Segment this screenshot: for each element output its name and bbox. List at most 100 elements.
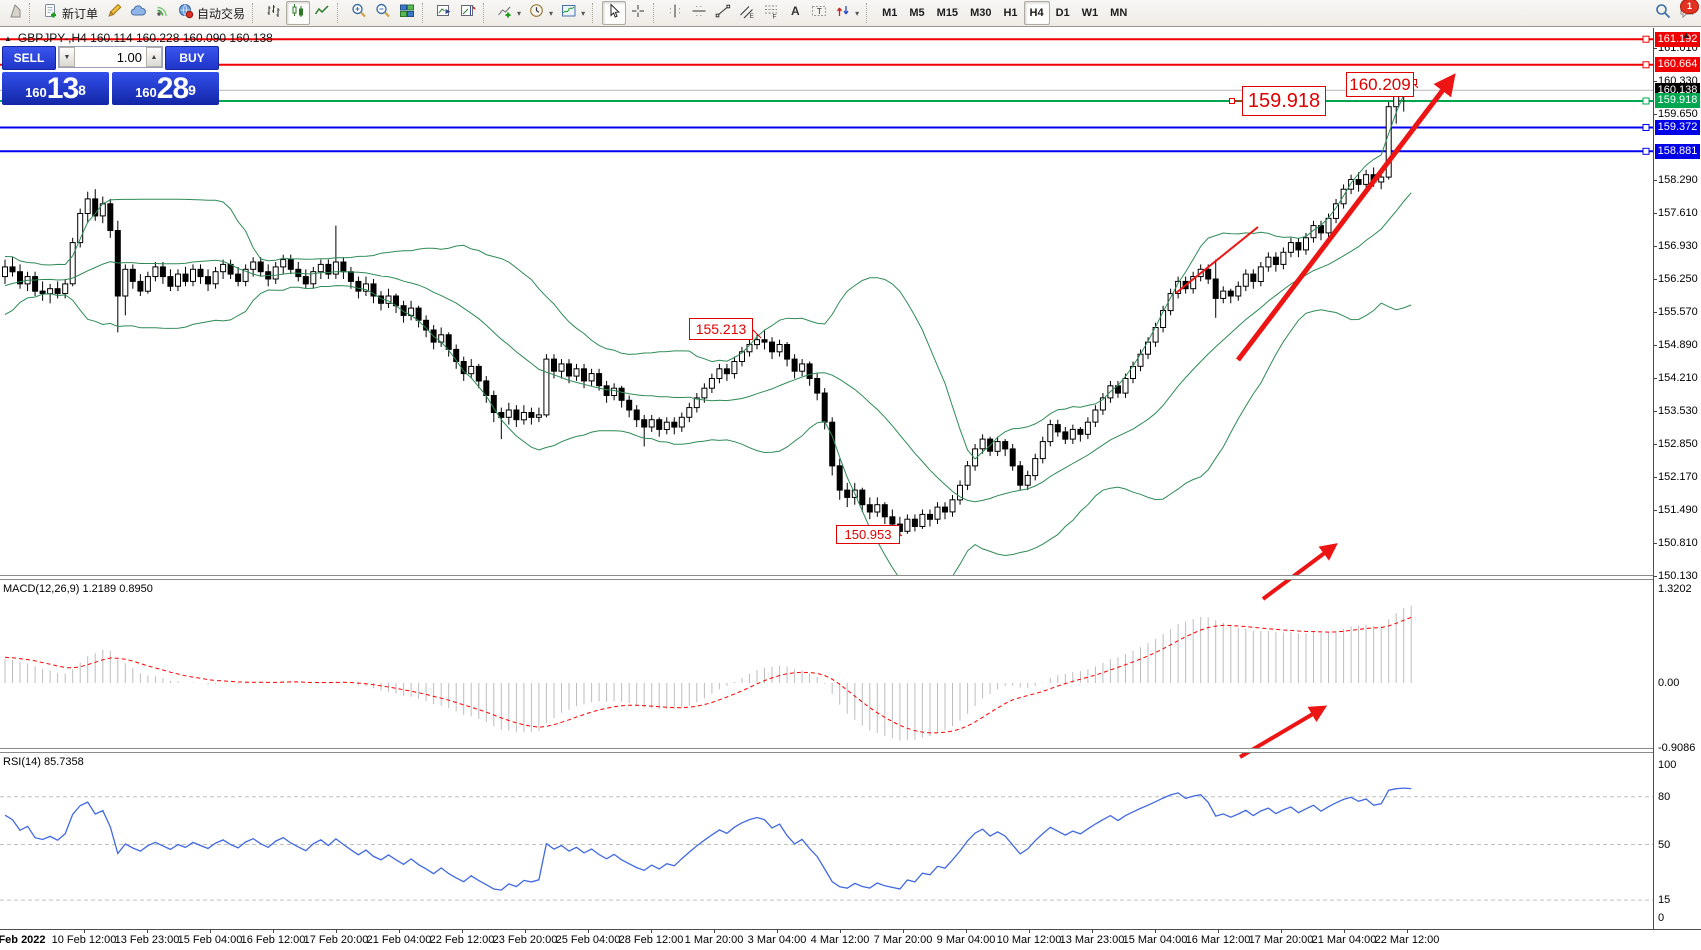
level-line-handle[interactable] bbox=[1642, 147, 1650, 155]
rsi-axis-label: 15 bbox=[1658, 894, 1671, 907]
zoom-in-button[interactable] bbox=[347, 1, 371, 25]
macd-axis-label: -0.9086 bbox=[1658, 741, 1696, 754]
signals-button[interactable] bbox=[150, 1, 174, 25]
line-chart-button[interactable] bbox=[310, 1, 334, 25]
cursor-button[interactable] bbox=[602, 1, 627, 25]
fibonacci-button[interactable]: F bbox=[759, 1, 783, 25]
rsi-axis-label: 50 bbox=[1658, 838, 1671, 851]
drawn-objects bbox=[750, 73, 1456, 759]
periods-button-dropdown-icon[interactable]: ▾ bbox=[549, 8, 554, 18]
timeframe-w1[interactable]: W1 bbox=[1076, 1, 1105, 25]
chart-corner-icon[interactable]: ▲ bbox=[1682, 30, 1691, 40]
timeframe-h4[interactable]: H4 bbox=[1023, 1, 1050, 25]
chart-title-text: GBPJPY-,H4 160.114 160.228 160.090 160.1… bbox=[17, 31, 273, 45]
price-tick-label: 152.850 bbox=[1658, 438, 1698, 450]
indicators-button[interactable]: ▾ bbox=[493, 1, 525, 25]
level-line-handle[interactable] bbox=[1642, 124, 1650, 131]
pane-separator-macd[interactable] bbox=[0, 575, 1701, 580]
sell-price-tile[interactable]: 160 13 8 bbox=[2, 72, 109, 105]
level-line-handle[interactable] bbox=[1642, 35, 1650, 43]
timeframe-m15[interactable]: M15 bbox=[931, 1, 964, 25]
templates-button-dropdown-icon[interactable]: ▾ bbox=[581, 8, 586, 18]
new-order-button[interactable]: 新订单 bbox=[39, 1, 102, 25]
price-callout-150.953[interactable]: 150.953 bbox=[836, 525, 900, 544]
tile-windows-button[interactable] bbox=[395, 1, 419, 25]
trend-arrow[interactable] bbox=[1261, 543, 1338, 601]
macd-axis-label: 1.3202 bbox=[1658, 583, 1692, 595]
price-tick-mark bbox=[1653, 443, 1657, 445]
price-tick-label: 156.930 bbox=[1658, 240, 1698, 252]
text-button[interactable]: A bbox=[783, 1, 807, 25]
indicators-icon bbox=[497, 3, 513, 24]
time-tick-label: 22 Feb 12:00 bbox=[429, 934, 495, 946]
clipped-toolbar-button[interactable] bbox=[2, 1, 26, 25]
price-callout-155.213[interactable]: 155.213 bbox=[689, 318, 753, 340]
periods-button[interactable]: ▾ bbox=[525, 1, 557, 25]
auto-scroll-button[interactable] bbox=[432, 1, 456, 25]
arrows-button[interactable]: ▾ bbox=[831, 1, 863, 25]
volume-decrease-button[interactable]: ▼ bbox=[59, 47, 75, 67]
callout-handle[interactable] bbox=[1229, 98, 1235, 104]
search-button[interactable] bbox=[1651, 1, 1675, 25]
pane-separator-rsi[interactable] bbox=[0, 748, 1701, 753]
price-axis[interactable]: 161.010 160.330 159.650 158.290 157.610 156.9… bbox=[1653, 28, 1701, 930]
price-callout-160.209[interactable]: 160.209 bbox=[1346, 72, 1414, 97]
one-click-collapse-icon[interactable]: ▲ bbox=[4, 33, 12, 43]
trend-segment[interactable] bbox=[1175, 226, 1259, 294]
indicators-button-dropdown-icon[interactable]: ▾ bbox=[517, 8, 522, 18]
timeframe-m5[interactable]: M5 bbox=[903, 1, 930, 25]
candle-chart-button[interactable] bbox=[286, 1, 311, 25]
timeframe-m15-label: M15 bbox=[936, 7, 959, 19]
auto-trading-button[interactable]: 自动交易 bbox=[174, 1, 249, 25]
time-tick-mark bbox=[336, 930, 337, 933]
time-tick-mark bbox=[903, 930, 904, 933]
timeframe-m30[interactable]: M30 bbox=[964, 1, 997, 25]
level-line-handle[interactable] bbox=[1642, 97, 1650, 105]
level-line-handle[interactable] bbox=[1642, 61, 1650, 69]
time-tick-label: 28 Feb 12:00 bbox=[618, 934, 684, 946]
vertical-line-button[interactable] bbox=[663, 1, 687, 25]
timeframe-mn[interactable]: MN bbox=[1104, 1, 1133, 25]
trendline-icon bbox=[715, 3, 731, 24]
trendline-button[interactable] bbox=[711, 1, 735, 25]
timeframe-h1[interactable]: H1 bbox=[997, 1, 1023, 25]
trend-arrow[interactable] bbox=[1236, 73, 1456, 362]
volume-increase-button[interactable]: ▲ bbox=[146, 47, 162, 67]
horizontal-line-button[interactable] bbox=[687, 1, 711, 25]
rsi-indicator bbox=[0, 787, 1653, 901]
timeframe-m1[interactable]: M1 bbox=[876, 1, 903, 25]
time-tick-label: 17 Feb 20:00 bbox=[303, 934, 369, 946]
sell-button[interactable]: SELL bbox=[2, 46, 56, 70]
timeframe-mn-label: MN bbox=[1110, 7, 1128, 19]
bar-chart-button[interactable] bbox=[262, 1, 286, 25]
time-tick-mark bbox=[1155, 930, 1156, 933]
time-axis[interactable]: Feb 2022 10 Feb 12:00 13 Feb 23:00 15 Feb 0… bbox=[0, 930, 1701, 950]
text-label-button[interactable]: T bbox=[807, 1, 831, 25]
volume-input[interactable] bbox=[75, 47, 146, 67]
macd-axis-label: 0.00 bbox=[1658, 677, 1680, 689]
cloud-icon bbox=[130, 3, 146, 24]
chart-shift-button[interactable] bbox=[456, 1, 480, 25]
time-tick-mark bbox=[210, 930, 211, 933]
time-tick-mark bbox=[1281, 930, 1282, 933]
styler-button[interactable] bbox=[102, 1, 126, 25]
templates-button[interactable]: ▾ bbox=[557, 1, 589, 25]
price-tick-label: 151.490 bbox=[1658, 504, 1698, 516]
equidistant-channel-button[interactable]: E bbox=[735, 1, 759, 25]
rsi-axis-label: 80 bbox=[1658, 790, 1671, 803]
timeframe-d1[interactable]: D1 bbox=[1050, 1, 1076, 25]
chat-button[interactable]: 1 bbox=[1675, 0, 1699, 25]
periods-icon bbox=[529, 3, 545, 24]
buy-price-tile[interactable]: 160 28 9 bbox=[112, 72, 219, 105]
time-tick-label: 4 Mar 12:00 bbox=[810, 934, 870, 946]
cloud-button[interactable] bbox=[126, 1, 150, 25]
price-callout-159.918[interactable]: 159.918 bbox=[1242, 86, 1326, 116]
arrows-button-dropdown-icon[interactable]: ▾ bbox=[855, 8, 860, 18]
toolbar-separator bbox=[592, 3, 599, 23]
buy-button[interactable]: BUY bbox=[165, 46, 219, 70]
price-tick-mark bbox=[1653, 575, 1657, 577]
zoom-out-button[interactable] bbox=[371, 1, 395, 25]
crosshair-button[interactable] bbox=[626, 1, 650, 25]
arrows-icon bbox=[835, 3, 851, 24]
